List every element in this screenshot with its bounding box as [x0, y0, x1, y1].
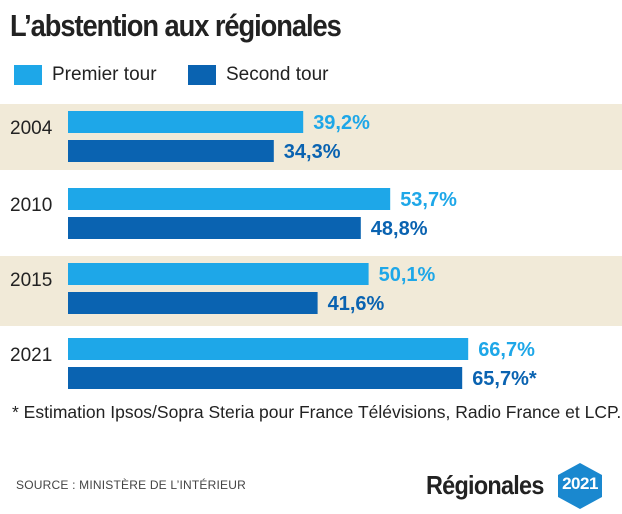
year-label: 2015: [10, 270, 52, 291]
bar-second-tour: [68, 140, 274, 162]
source-credit: SOURCE : MINISTÈRE DE L’INTÉRIEUR: [16, 478, 246, 492]
data-label: 53,7%: [400, 189, 457, 211]
data-label: 50,1%: [379, 264, 436, 286]
legend-swatch-premier-tour: [14, 65, 42, 85]
year-label: 2004: [10, 118, 53, 139]
bar-premier-tour: [68, 263, 369, 285]
data-label: 39,2%: [313, 112, 370, 134]
blank-box: [398, 436, 550, 472]
data-label: 34,3%: [284, 141, 341, 163]
bar-premier-tour: [68, 338, 469, 360]
year-label: 2010: [10, 195, 52, 216]
bar-second-tour: [68, 292, 318, 314]
legend-label-second-tour: Second tour: [226, 64, 329, 85]
bar-second-tour: [68, 217, 361, 239]
hexagon-badge-icon: [558, 463, 602, 509]
data-label: 48,8%: [371, 218, 428, 240]
bar-chart: 2004 39,2% 34,3% 2010 53,7% 48,8% 2015 50,1% 41,…: [0, 104, 622, 390]
data-label: 66,7%: [478, 339, 535, 361]
brand-year: 2021: [562, 474, 598, 493]
bar-second-tour: [68, 367, 463, 389]
chart-title: L’abstention aux régionales: [10, 8, 342, 43]
bar-premier-tour: [68, 111, 304, 133]
legend-label-premier-tour: Premier tour: [52, 64, 157, 85]
legend-swatch-second-tour: [188, 65, 216, 85]
data-label: 41,6%: [328, 293, 385, 315]
brand-name: Régionales: [426, 470, 544, 500]
year-label: 2021: [10, 345, 52, 366]
footnote: * Estimation Ipsos/Sopra Steria pour Fra…: [12, 402, 622, 422]
bar-premier-tour: [68, 188, 391, 210]
data-label: 65,7%*: [472, 368, 537, 390]
